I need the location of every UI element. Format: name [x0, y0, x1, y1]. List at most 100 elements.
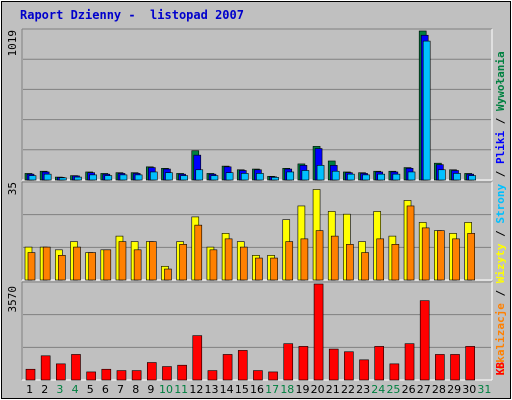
bar-kb-day-7 [116, 370, 127, 381]
day-label-28: 28 [432, 383, 446, 396]
day-label-11: 11 [174, 383, 188, 396]
day-label-17: 17 [265, 383, 279, 396]
bar-pages-day-16 [256, 173, 264, 181]
bar-kb-day-22 [344, 351, 354, 381]
day-label-12: 12 [189, 383, 203, 396]
bar-pages-day-14 [225, 172, 234, 181]
bar-sites-day-3 [58, 255, 66, 281]
day-label-16: 16 [250, 383, 264, 396]
day-label-2: 2 [41, 383, 48, 396]
bar-sites-day-13 [209, 249, 218, 281]
bar-pages-day-10 [165, 172, 173, 181]
bar-kb-day-29 [450, 354, 460, 381]
day-label-13: 13 [205, 383, 219, 396]
bar-sites-day-18 [285, 241, 294, 281]
day-label-19: 19 [295, 383, 309, 396]
day-label-23: 23 [356, 383, 370, 396]
bar-sites-day-15 [239, 246, 248, 281]
bar-kb-day-11 [177, 364, 187, 381]
bar-kb-day-23 [359, 359, 369, 381]
bar-pages-day-13 [210, 175, 219, 181]
day-label-18: 18 [280, 383, 294, 396]
bar-sites-day-22 [346, 244, 354, 281]
bar-pages-day-12 [195, 169, 204, 181]
bar-sites-day-23 [361, 252, 369, 281]
day-label-3: 3 [56, 383, 63, 396]
day-label-21: 21 [326, 383, 340, 396]
bar-pages-day-2 [43, 173, 52, 181]
bar-sites-day-4 [73, 246, 81, 281]
bar-sites-day-8 [133, 249, 142, 281]
bar-kb-day-30 [465, 346, 475, 381]
bar-pages-day-15 [240, 173, 249, 181]
bar-pages-day-26 [407, 171, 416, 181]
bar-kb-day-25 [389, 363, 400, 381]
bar-pages-day-29 [453, 173, 461, 181]
day-label-15: 15 [235, 383, 249, 396]
bar-kb-day-5 [86, 371, 96, 381]
bar-pages-day-19 [301, 170, 310, 181]
bar-sites-day-30 [467, 233, 475, 281]
bar-kb-day-18 [283, 343, 294, 381]
bar-kb-day-8 [131, 370, 142, 381]
bar-sites-day-2 [42, 246, 51, 281]
bar-sites-day-17 [270, 257, 278, 281]
day-label-14: 14 [220, 383, 234, 396]
bar-pages-day-11 [180, 175, 188, 181]
bar-sites-day-25 [391, 244, 400, 281]
bar-pages-day-3 [59, 177, 67, 181]
day-label-22: 22 [341, 383, 355, 396]
day-label-5: 5 [87, 383, 94, 396]
day-label-31: 31 [477, 383, 491, 396]
bar-sites-day-27 [421, 227, 430, 281]
bar-sites-day-19 [300, 238, 309, 281]
bar-pages-day-21 [331, 170, 340, 181]
day-label-1: 1 [26, 383, 33, 396]
bar-kb-day-16 [253, 370, 263, 381]
bar-kb-day-10 [162, 366, 172, 381]
day-label-7: 7 [117, 383, 124, 396]
day-label-9: 9 [147, 383, 154, 396]
bar-sites-day-1 [27, 252, 36, 281]
bar-sites-day-28 [437, 230, 445, 281]
bar-pages-day-4 [74, 176, 82, 181]
bar-pages-day-24 [377, 173, 386, 181]
day-label-20: 20 [311, 383, 325, 396]
bar-kb-day-12 [192, 335, 203, 381]
bar-kb-day-19 [298, 346, 309, 381]
day-label-30: 30 [462, 383, 476, 396]
bar-pages-day-17 [271, 177, 279, 181]
bar-sites-day-6 [103, 249, 112, 281]
bar-sites-day-14 [224, 238, 233, 281]
bar-sites-day-12 [194, 224, 203, 281]
bar-kb-day-1 [25, 368, 36, 381]
bar-pages-day-5 [89, 174, 97, 181]
bar-kb-day-28 [435, 354, 445, 381]
bar-kb-day-9 [146, 362, 157, 381]
bar-sites-day-20 [315, 230, 324, 281]
bar-kb-day-13 [207, 370, 218, 381]
day-label-26: 26 [402, 383, 416, 396]
bar-pages-day-27 [422, 40, 431, 181]
bar-pages-day-8 [134, 174, 143, 181]
bar-sites-day-10 [164, 268, 172, 281]
panel-1 [22, 29, 492, 180]
bar-pages-day-6 [104, 175, 113, 181]
bar-pages-day-22 [347, 173, 355, 181]
bar-sites-day-21 [330, 235, 339, 281]
bar-pages-day-9 [149, 171, 158, 181]
bar-sites-day-26 [406, 205, 415, 281]
day-label-29: 29 [447, 383, 461, 396]
bar-pages-day-7 [119, 174, 128, 181]
report-title: Raport Dzienny - listopad 2007 [20, 8, 244, 22]
bar-kb-day-4 [71, 354, 81, 381]
bar-kb-day-14 [222, 354, 233, 381]
bar-sites-day-24 [376, 238, 385, 281]
day-label-4: 4 [72, 383, 79, 396]
bar-kb-day-27 [419, 300, 430, 381]
bar-kb-day-17 [268, 371, 278, 381]
bar-sites-day-5 [88, 252, 96, 281]
bar-pages-day-23 [362, 174, 370, 181]
day-label-25: 25 [386, 383, 400, 396]
